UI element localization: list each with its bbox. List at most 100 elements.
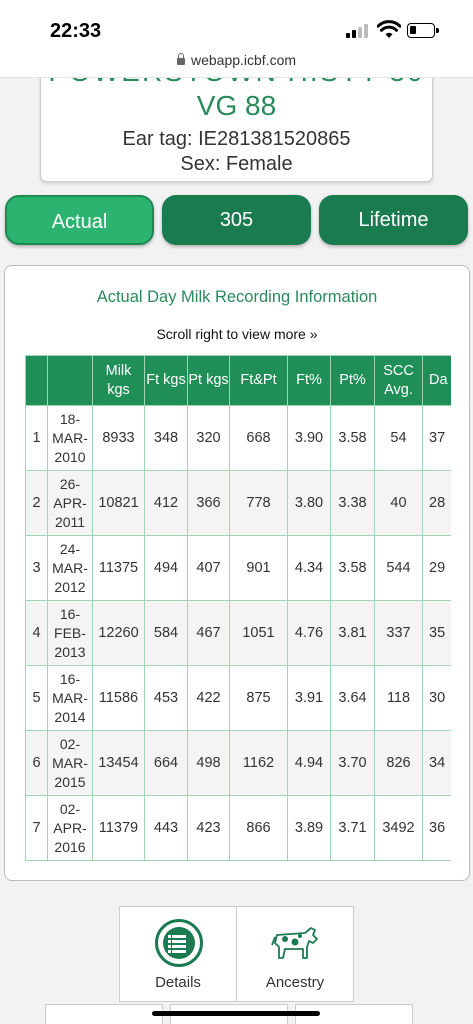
cell-n: 3 [25, 535, 48, 601]
ear-tag: Ear tag: IE281381520865 [122, 128, 351, 150]
cell-scc: 337 [374, 600, 423, 666]
milk-recording-table: Milk kgs Ft kgs Pt kgs Ft&Pt Ft% Pt% SCC… [25, 355, 451, 861]
cell-ftpct: 3.80 [287, 470, 331, 536]
header-milk-kgs[interactable]: Milk kgs [92, 355, 145, 406]
cell-ptpct: 3.38 [330, 470, 375, 536]
cell-ftpt: 778 [229, 470, 288, 536]
header-protein-kgs[interactable]: Pt kgs [187, 355, 230, 406]
table-row[interactable]: 2 26-APR-2011 10821 412 366 778 3.80 3.38 40 28 [25, 470, 451, 536]
cell-date: 18-MAR-2010 [47, 405, 93, 471]
cell-date: 02-MAR-2015 [47, 730, 93, 796]
cell-days: 29 [422, 535, 451, 601]
cell-date: 02-APR-2016 [47, 795, 93, 861]
cell-scc: 826 [374, 730, 423, 796]
cell-days: 35 [422, 600, 451, 666]
ancestry-button[interactable]: Ancestry [236, 906, 354, 1002]
scroll-hint: Scroll right to view more » [156, 326, 318, 342]
cell-n: 1 [25, 405, 48, 471]
cell-n: 4 [25, 600, 48, 666]
cell-ft: 412 [144, 470, 188, 536]
header-protein-pct[interactable]: Pt% [330, 355, 375, 406]
cell-ft: 584 [144, 600, 188, 666]
details-label: Details [155, 974, 201, 991]
cell-milk: 13454 [92, 730, 145, 796]
cell-days: 34 [422, 730, 451, 796]
home-indicator[interactable] [152, 1011, 320, 1016]
cell-date: 16-FEB-2013 [47, 600, 93, 666]
cell-milk: 8933 [92, 405, 145, 471]
cell-milk: 12260 [92, 600, 145, 666]
cell-milk: 11379 [92, 795, 145, 861]
ancestry-label: Ancestry [265, 974, 325, 991]
bottom-nav-row2-left[interactable] [45, 1004, 163, 1024]
table-row[interactable]: 4 16-FEB-2013 12260 584 467 1051 4.76 3.81 337 35 [25, 600, 451, 666]
cell-ftpct: 4.76 [287, 600, 331, 666]
cell-date: 16-MAR-2014 [47, 665, 93, 731]
wifi-icon [377, 20, 401, 38]
cell-pt: 423 [187, 795, 230, 861]
cell-ftpct: 4.34 [287, 535, 331, 601]
animal-sex: Sex: Female [180, 153, 293, 175]
cell-scc: 40 [374, 470, 423, 536]
header-days[interactable]: Da [422, 355, 451, 406]
list-circle-icon [155, 919, 203, 967]
table-header-row: Milk kgs Ft kgs Pt kgs Ft&Pt Ft% Pt% SCC… [25, 355, 451, 406]
tab-lifetime[interactable]: Lifetime [319, 195, 468, 245]
cell-milk: 10821 [92, 470, 145, 536]
cow-icon [271, 927, 318, 959]
table-row[interactable]: 1 18-MAR-2010 8933 348 320 668 3.90 3.58 54 37 [25, 405, 451, 471]
cell-ft: 664 [144, 730, 188, 796]
cell-ftpct: 3.90 [287, 405, 331, 471]
header-fat-kgs[interactable]: Ft kgs [144, 355, 188, 406]
lock-icon [176, 53, 185, 65]
cell-ftpt: 668 [229, 405, 288, 471]
table-row[interactable]: 7 02-APR-2016 11379 443 423 866 3.89 3.71 3492 36 [25, 795, 451, 861]
cell-pt: 320 [187, 405, 230, 471]
cell-scc: 118 [374, 665, 423, 731]
cell-ftpct: 4.94 [287, 730, 331, 796]
tab-actual[interactable]: Actual [5, 195, 154, 245]
cell-days: 28 [422, 470, 451, 536]
cell-ftpt: 875 [229, 665, 288, 731]
signal-icon [346, 24, 370, 38]
cell-pt: 467 [187, 600, 230, 666]
animal-classification: VG 88 [196, 90, 277, 121]
header-fat-protein[interactable]: Ft&Pt [229, 355, 288, 406]
details-button[interactable]: Details [119, 906, 237, 1002]
cell-date: 26-APR-2011 [47, 470, 93, 536]
cell-ptpct: 3.64 [330, 665, 375, 731]
cell-days: 36 [422, 795, 451, 861]
cell-n: 2 [25, 470, 48, 536]
url-bar[interactable]: webapp.icbf.com [0, 48, 473, 78]
cell-pt: 498 [187, 730, 230, 796]
header-fat-pct[interactable]: Ft% [287, 355, 331, 406]
cell-ft: 494 [144, 535, 188, 601]
table-row[interactable]: 5 16-MAR-2014 11586 453 422 875 3.91 3.64 118 30 [25, 665, 451, 731]
animal-header-card: POWERSTOWN HISTY 30 VG 88 Ear tag: IE281… [40, 60, 433, 182]
cell-pt: 422 [187, 665, 230, 731]
cell-n: 5 [25, 665, 48, 731]
cell-n: 7 [25, 795, 48, 861]
cell-ftpt: 1162 [229, 730, 288, 796]
table-scroll-container[interactable]: Milk kgs Ft kgs Pt kgs Ft&Pt Ft% Pt% SCC… [25, 355, 451, 863]
tab-305[interactable]: 305 [162, 195, 311, 245]
panel-title: Actual Day Milk Recording Information [96, 288, 378, 306]
cell-ft: 443 [144, 795, 188, 861]
milk-recording-panel: Actual Day Milk Recording Information Sc… [4, 265, 470, 881]
battery-icon [407, 23, 439, 38]
cell-days: 30 [422, 665, 451, 731]
cell-date: 24-MAR-2012 [47, 535, 93, 601]
header-index [25, 355, 48, 406]
cell-days: 37 [422, 405, 451, 471]
table-row[interactable]: 6 02-MAR-2015 13454 664 498 1162 4.94 3.70 826 34 [25, 730, 451, 796]
header-date [47, 355, 93, 406]
header-scc-avg[interactable]: SCC Avg. [374, 355, 423, 406]
table-row[interactable]: 3 24-MAR-2012 11375 494 407 901 4.34 3.58 544 29 [25, 535, 451, 601]
cell-ptpct: 3.58 [330, 405, 375, 471]
cell-ptpct: 3.58 [330, 535, 375, 601]
cell-ftpct: 3.91 [287, 665, 331, 731]
cell-ftpt: 1051 [229, 600, 288, 666]
cell-ptpct: 3.81 [330, 600, 375, 666]
cell-ft: 453 [144, 665, 188, 731]
cell-scc: 544 [374, 535, 423, 601]
